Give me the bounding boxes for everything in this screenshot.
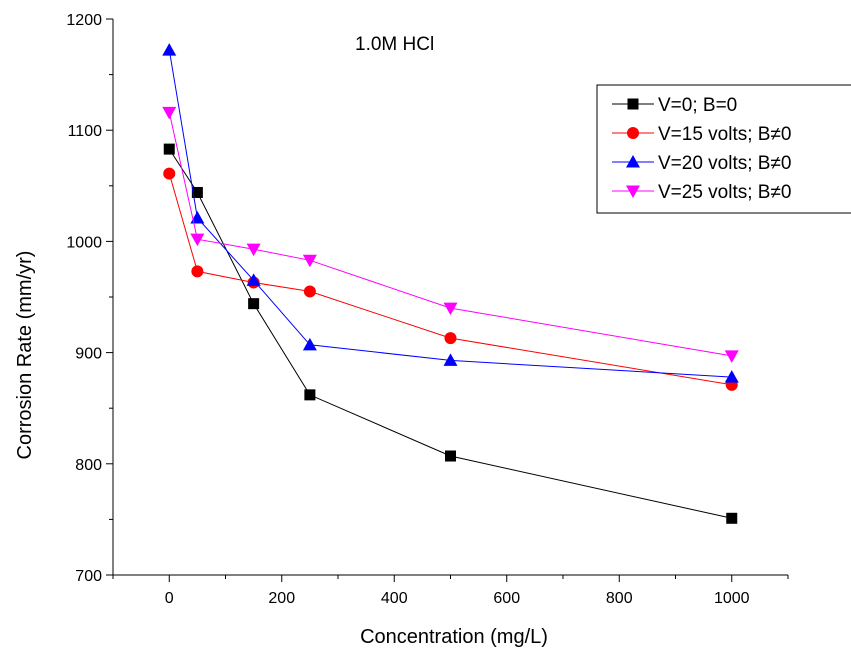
legend-entry-1: V=0; B=0 [612, 95, 737, 116]
series-4-line [168, 112, 732, 357]
series-4-point [443, 302, 458, 316]
series-4-point [162, 106, 177, 120]
series-2-line [168, 173, 732, 386]
series-4-point [246, 243, 261, 257]
legend-entry-2: V=15 volts; B≠0 [612, 124, 791, 145]
series-4-point [724, 350, 739, 363]
x-tick-label: 800 [606, 590, 633, 607]
x-tick-label: 0 [165, 590, 174, 607]
series-1-point [191, 186, 203, 198]
legend-swatch-marker [627, 127, 639, 139]
y-tick-label: 1100 [68, 123, 103, 140]
legend-box [596, 84, 851, 214]
series-2-point [303, 285, 316, 298]
legend-entry-3: V=20 volts; B≠0 [612, 153, 791, 174]
x-tick-label: 600 [493, 590, 520, 607]
y-axis-title: Corrosion Rate (mm/yr) [14, 251, 36, 460]
legend-swatch-marker [626, 155, 640, 168]
legend-swatch-marker [626, 185, 640, 198]
series-3-point [724, 370, 739, 383]
chart-annotation: 1.0M HCl [355, 34, 434, 55]
x-axis-title: Concentration (mg/L) [360, 626, 548, 648]
series-3-point [302, 337, 317, 351]
legend-label: V=0; B=0 [658, 95, 737, 116]
series-1-point [726, 512, 738, 524]
y-tick-label: 1000 [66, 234, 102, 251]
series-1-line [168, 148, 732, 519]
series-3 [162, 43, 739, 383]
legend-entry-4: V=25 volts; B≠0 [612, 182, 791, 203]
series-4 [162, 106, 739, 363]
axes: 0 200 400 600 800 1000 700 800 900 1000 1100 1200 [66, 12, 789, 607]
series-1 [163, 143, 738, 524]
series-3-line [168, 50, 732, 378]
series-3-point [162, 43, 177, 56]
x-tick-label: 1000 [714, 590, 750, 607]
legend-label: V=25 volts; B≠0 [658, 182, 791, 203]
series-3-point [190, 211, 205, 224]
x-tick-label: 200 [268, 590, 295, 607]
series-3-point [443, 353, 458, 366]
y-tick-label: 800 [75, 457, 102, 474]
series-1-point [248, 298, 260, 310]
series-1-point [445, 450, 456, 462]
y-tick-label: 1200 [66, 12, 102, 29]
series-2-point [191, 265, 204, 278]
legend-label: V=15 volts; B≠0 [658, 124, 791, 145]
series-4-point [302, 254, 317, 268]
legend: V=0; B=0 V=15 volts; B≠0 V=20 volts; B≠0 V=… [596, 84, 851, 214]
x-tick-label: 400 [381, 590, 408, 607]
series-2-point [163, 167, 176, 180]
series-4-point [190, 233, 205, 247]
series-2-point [444, 332, 457, 345]
legend-swatch-marker [627, 98, 639, 110]
series-1-point [163, 143, 175, 155]
y-tick-label: 900 [75, 346, 102, 363]
y-tick-label: 700 [75, 568, 102, 585]
legend-label: V=20 volts; B≠0 [658, 153, 791, 174]
series-layer [162, 43, 739, 524]
series-3-point [246, 273, 261, 286]
series-1-point [304, 389, 316, 401]
